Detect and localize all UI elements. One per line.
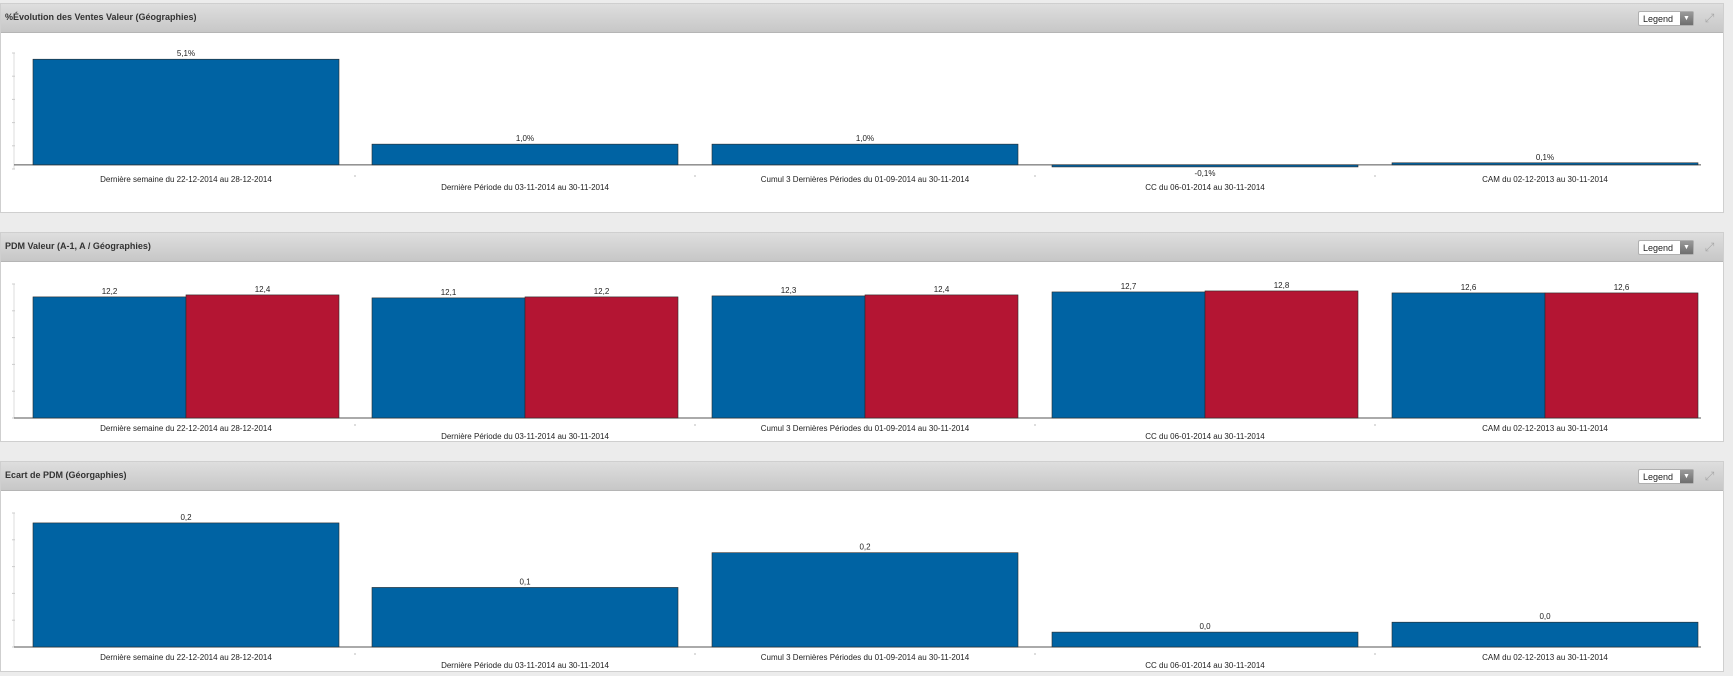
data-label: 0,0: [1539, 612, 1551, 621]
chevron-down-icon[interactable]: ▼: [1680, 12, 1693, 25]
expand-icon[interactable]: ⤢: [1704, 11, 1715, 25]
chevron-down-icon[interactable]: ▼: [1680, 241, 1693, 254]
bar-series-a[interactable]: [1391, 292, 1546, 419]
legend-dropdown-label: Legend: [1643, 14, 1674, 24]
category-label: CAM du 02-12-2013 au 30-11-2014: [1482, 424, 1608, 433]
panel-title: Ecart de PDM (Géorgaphies): [5, 470, 127, 480]
data-label: 12,8: [1274, 281, 1290, 290]
data-label: 12,6: [1614, 283, 1630, 292]
data-label: 12,7: [1121, 282, 1137, 291]
panel-title: %Évolution des Ventes Valeur (Géographie…: [5, 12, 197, 22]
category-label: CC du 06-01-2014 au 30-11-2014: [1145, 183, 1265, 192]
category-label: Cumul 3 Dernières Périodes du 01-09-2014…: [761, 653, 970, 662]
legend-dropdown-label: Legend: [1643, 472, 1674, 482]
bar-series-a[interactable]: [1391, 162, 1699, 166]
category-label: Cumul 3 Dernières Périodes du 01-09-2014…: [761, 175, 970, 184]
data-label: 12,1: [441, 288, 457, 297]
expand-icon[interactable]: ⤢: [1704, 240, 1715, 254]
bar-series-a[interactable]: [371, 297, 526, 419]
bar-series-a[interactable]: [32, 522, 340, 648]
data-label: 12,2: [102, 287, 118, 296]
category-label: CAM du 02-12-2013 au 30-11-2014: [1482, 175, 1608, 184]
bar-series-a[interactable]: [1051, 631, 1359, 648]
legend-dropdown[interactable]: Legend ▼: [1638, 11, 1694, 26]
bar-series-a[interactable]: [32, 58, 340, 166]
panel-header: Ecart de PDM (Géorgaphies) Legend ▼ ⤢: [1, 462, 1723, 491]
data-label: 1,0%: [516, 134, 534, 143]
bar-series-b[interactable]: [864, 294, 1019, 419]
expand-icon[interactable]: ⤢: [1704, 469, 1715, 483]
data-label: 0,2: [180, 513, 192, 522]
category-label: CC du 06-01-2014 au 30-11-2014: [1145, 432, 1265, 441]
bar-series-a[interactable]: [1051, 291, 1206, 419]
data-label: 12,4: [255, 285, 271, 294]
bar-series-a[interactable]: [711, 552, 1019, 648]
chart-evolution-ventes: 5,1% Dernière semaine du 22-12-2014 au 28…: [12, 49, 1701, 192]
bar-series-a[interactable]: [1051, 164, 1359, 168]
bar-series-b[interactable]: [185, 294, 340, 419]
bar-series-a[interactable]: [371, 587, 679, 648]
category-label: Dernière Période du 03-11-2014 au 30-11-…: [441, 661, 609, 670]
chart-panel-pdm: PDM Valeur (A-1, A / Géographies) Legend…: [0, 232, 1724, 442]
category-label: Dernière semaine du 22-12-2014 au 28-12-…: [100, 424, 272, 433]
legend-dropdown[interactable]: Legend ▼: [1638, 469, 1694, 484]
data-label: 0,1%: [1536, 153, 1554, 162]
bar-series-a[interactable]: [711, 295, 866, 419]
chart-pdm-valeur: 12,2 12,4 Dernière semaine du 22-12-2014 a…: [12, 281, 1701, 441]
data-label: 1,0%: [856, 134, 874, 143]
category-label: Dernière Période du 03-11-2014 au 30-11-…: [441, 432, 609, 441]
bar-series-b[interactable]: [1204, 290, 1359, 419]
category-label: Dernière Période du 03-11-2014 au 30-11-…: [441, 183, 609, 192]
chevron-down-icon[interactable]: ▼: [1680, 470, 1693, 483]
panel-header: %Évolution des Ventes Valeur (Géographie…: [1, 4, 1723, 33]
data-label: 5,1%: [177, 49, 195, 58]
bar-series-a[interactable]: [32, 296, 187, 419]
data-label: -0,1%: [1195, 169, 1216, 178]
bar-series-b[interactable]: [1544, 292, 1699, 419]
data-label: 12,4: [934, 285, 950, 294]
data-label: 12,6: [1461, 283, 1477, 292]
category-label: CC du 06-01-2014 au 30-11-2014: [1145, 661, 1265, 670]
chart-panel-evolution: %Évolution des Ventes Valeur (Géographie…: [0, 3, 1724, 213]
category-label: Dernière semaine du 22-12-2014 au 28-12-…: [100, 175, 272, 184]
panel-header: PDM Valeur (A-1, A / Géographies) Legend…: [1, 233, 1723, 262]
legend-dropdown[interactable]: Legend ▼: [1638, 240, 1694, 255]
data-label: 0,2: [859, 543, 871, 552]
bar-series-a[interactable]: [371, 143, 679, 166]
data-label: 12,2: [594, 287, 610, 296]
data-label: 12,3: [781, 286, 797, 295]
legend-dropdown-label: Legend: [1643, 243, 1674, 253]
chart-panel-ecart: Ecart de PDM (Géorgaphies) Legend ▼ ⤢ 0,…: [0, 461, 1724, 672]
bar-series-a[interactable]: [711, 143, 1019, 166]
chart-ecart-pdm: 0,2 Dernière semaine du 22-12-2014 au 28-…: [12, 512, 1701, 670]
panel-title: PDM Valeur (A-1, A / Géographies): [5, 241, 151, 251]
category-label: CAM du 02-12-2013 au 30-11-2014: [1482, 653, 1608, 662]
category-label: Dernière semaine du 22-12-2014 au 28-12-…: [100, 653, 272, 662]
bar-series-a[interactable]: [1391, 621, 1699, 648]
bar-series-b[interactable]: [524, 296, 679, 419]
data-label: 0,0: [1199, 622, 1211, 631]
category-label: Cumul 3 Dernières Périodes du 01-09-2014…: [761, 424, 970, 433]
data-label: 0,1: [519, 577, 531, 586]
